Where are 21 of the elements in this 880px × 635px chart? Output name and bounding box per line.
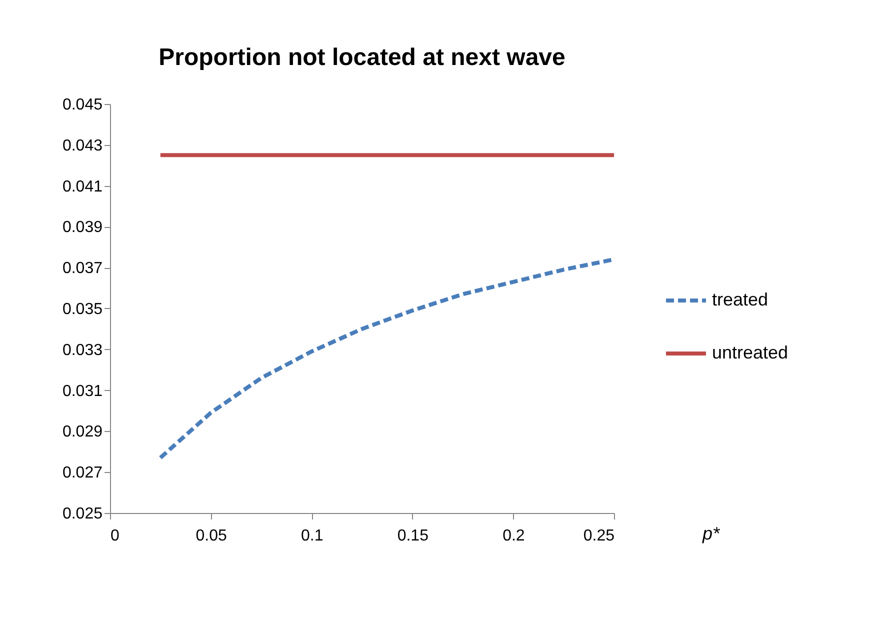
y-tick-label: 0.043 xyxy=(62,137,103,154)
x-tick-label: 0 xyxy=(110,528,120,544)
chart-title: Proportion not located at next wave xyxy=(158,44,566,71)
x-tick-label: 0.2 xyxy=(502,528,525,544)
y-tick-label: 0.029 xyxy=(62,424,103,441)
y-tick-label: 0.035 xyxy=(62,301,103,318)
y-tick-label: 0.037 xyxy=(62,260,103,278)
x-tick-label: 0.25 xyxy=(583,528,615,544)
y-tick-label: 0.031 xyxy=(62,382,103,400)
x-tick-label: 0.1 xyxy=(300,528,324,544)
y-tick-label: 0.045 xyxy=(62,96,103,114)
x-axis-title: p* xyxy=(701,524,720,544)
legend-label: untreated xyxy=(712,342,788,362)
y-tick-label: 0.025 xyxy=(62,506,103,522)
y-tick-label: 0.027 xyxy=(62,464,103,482)
y-tick-label: 0.041 xyxy=(62,178,103,196)
x-tick-label: 0.05 xyxy=(196,528,227,544)
y-tick-label: 0.033 xyxy=(62,342,103,359)
y-tick-label: 0.039 xyxy=(62,219,103,236)
x-tick-label: 0.15 xyxy=(397,528,429,544)
legend-label: treated xyxy=(712,290,768,310)
